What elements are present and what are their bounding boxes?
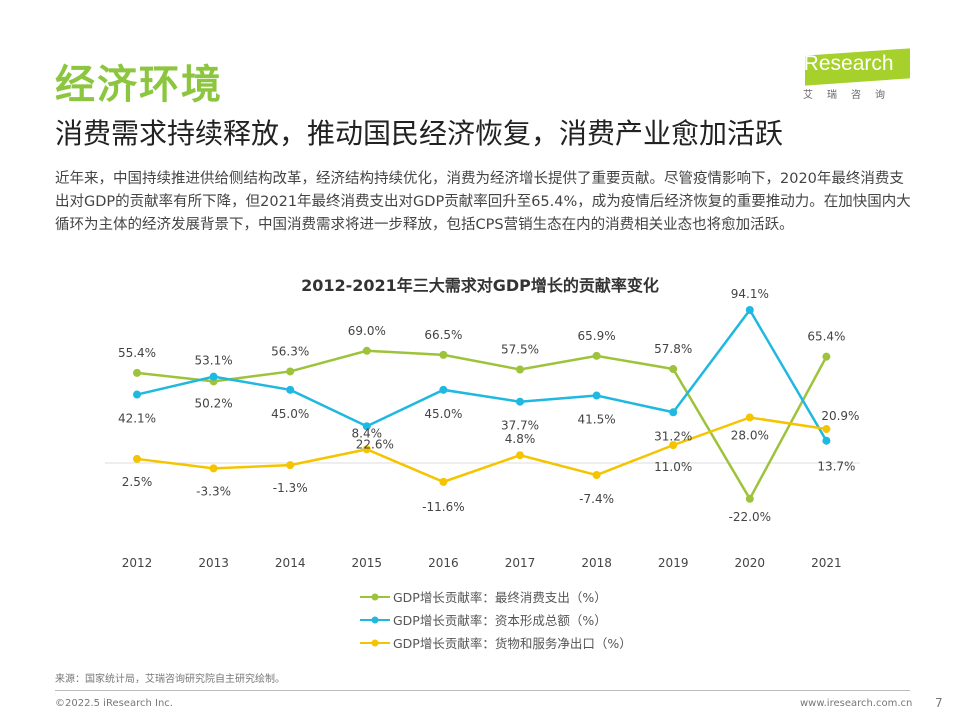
data-label: -3.3% bbox=[196, 484, 231, 498]
x-tick-label: 2018 bbox=[581, 556, 612, 570]
data-point bbox=[133, 390, 141, 399]
data-point bbox=[516, 365, 524, 374]
data-label: 65.9% bbox=[578, 329, 616, 343]
data-label: 53.1% bbox=[195, 354, 233, 368]
legend-marker-icon bbox=[360, 639, 390, 646]
data-label: 94.1% bbox=[731, 287, 769, 301]
data-point bbox=[362, 445, 371, 454]
data-point bbox=[209, 464, 218, 473]
data-label: 45.0% bbox=[424, 407, 462, 421]
data-label: 28.0% bbox=[731, 428, 769, 442]
x-tick-label: 2021 bbox=[811, 556, 842, 570]
x-tick-label: 2020 bbox=[735, 556, 766, 570]
body-text: 近年来，中国持续推进供给侧结构改革，经济结构持续优化，消费为经济增长提供了重要贡… bbox=[55, 171, 911, 233]
data-label: 41.5% bbox=[578, 413, 616, 427]
data-point bbox=[439, 385, 448, 394]
x-tick-label: 2014 bbox=[275, 556, 306, 570]
data-label: 65.4% bbox=[807, 330, 845, 344]
data-point bbox=[362, 346, 371, 355]
series-line-0 bbox=[136, 349, 828, 502]
legend-marker-icon bbox=[360, 616, 390, 623]
legend-label: GDP增长贡献率：货物和服务净出口（%） bbox=[393, 636, 632, 651]
data-point bbox=[669, 408, 678, 417]
data-label: 42.1% bbox=[118, 412, 156, 426]
data-point bbox=[286, 461, 295, 470]
source-note: 来源：国家统计局，艾瑞咨询研究院自主研究绘制。 bbox=[55, 674, 285, 685]
page-number: 7 bbox=[935, 696, 943, 710]
data-point bbox=[439, 350, 448, 359]
data-label: 4.8% bbox=[505, 432, 536, 446]
data-label: 11.0% bbox=[654, 460, 692, 474]
data-label: -7.4% bbox=[579, 492, 614, 506]
data-label: 20.9% bbox=[821, 409, 859, 423]
divider bbox=[55, 690, 910, 691]
data-point bbox=[669, 365, 678, 374]
data-point bbox=[822, 425, 831, 434]
legend-marker-icon bbox=[360, 593, 390, 600]
data-label: 66.5% bbox=[424, 328, 462, 342]
data-label: 2.5% bbox=[122, 475, 153, 489]
data-point bbox=[745, 305, 754, 314]
data-point bbox=[286, 367, 295, 376]
x-tick-label: 2017 bbox=[505, 556, 536, 570]
data-label: 55.4% bbox=[118, 346, 156, 360]
data-point bbox=[362, 422, 371, 431]
data-point bbox=[439, 477, 448, 486]
data-label: 45.0% bbox=[271, 407, 309, 421]
data-point bbox=[286, 385, 295, 394]
chart-title: 2012-2021年三大需求对GDP增长的贡献率变化 bbox=[301, 276, 659, 295]
data-label: -1.3% bbox=[273, 481, 308, 495]
data-label: 50.2% bbox=[195, 396, 233, 410]
data-point bbox=[516, 397, 524, 406]
data-label: 8.4% bbox=[352, 426, 383, 440]
iresearch-logo: iResearch 艾瑞咨询 bbox=[795, 48, 920, 101]
data-point bbox=[669, 441, 678, 450]
data-label: 13.7% bbox=[817, 460, 855, 474]
data-label: 22.6% bbox=[356, 437, 394, 451]
x-tick-label: 2015 bbox=[352, 556, 383, 570]
data-label: 57.8% bbox=[654, 342, 692, 356]
series-line-1 bbox=[136, 307, 828, 442]
copyright: ©2022.5 iResearch Inc. bbox=[55, 698, 173, 709]
page-title: 经济环境 bbox=[55, 62, 223, 108]
data-label: 57.5% bbox=[501, 343, 539, 357]
x-tick-label: 2019 bbox=[658, 556, 689, 570]
data-point bbox=[592, 391, 601, 400]
series-line-2 bbox=[136, 416, 827, 484]
legend-item: GDP增长贡献率：最终消费支出（%） bbox=[360, 585, 632, 608]
data-point bbox=[133, 454, 141, 463]
page-subtitle: 消费需求持续释放，推动国民经济恢复，消费产业愈加活跃 bbox=[55, 117, 784, 150]
data-point bbox=[822, 436, 831, 445]
legend-item: GDP增长贡献率：货物和服务净出口（%） bbox=[360, 631, 632, 654]
data-label: -22.0% bbox=[729, 510, 771, 524]
data-label: 37.7% bbox=[501, 419, 539, 433]
legend-item: GDP增长贡献率：资本形成总额（%） bbox=[360, 608, 632, 631]
data-point bbox=[745, 494, 754, 503]
data-point bbox=[745, 413, 754, 422]
data-label: 56.3% bbox=[271, 344, 309, 358]
legend-label: GDP增长贡献率：最终消费支出（%） bbox=[393, 590, 607, 605]
data-point bbox=[592, 351, 601, 360]
data-point bbox=[133, 368, 141, 377]
data-point bbox=[516, 451, 524, 460]
data-point bbox=[822, 352, 831, 361]
x-tick-label: 2013 bbox=[198, 556, 229, 570]
x-tick-label: 2012 bbox=[122, 556, 153, 570]
x-tick-label: 2016 bbox=[428, 556, 459, 570]
legend-label: GDP增长贡献率：资本形成总额（%） bbox=[393, 613, 607, 628]
data-label: -11.6% bbox=[422, 500, 464, 514]
data-point bbox=[592, 471, 601, 480]
data-label: 31.2% bbox=[654, 429, 692, 443]
chart-legend: GDP增长贡献率：最终消费支出（%） GDP增长贡献率：资本形成总额（%） GDP增… bbox=[360, 585, 632, 654]
data-point bbox=[209, 372, 218, 381]
website: www.iresearch.com.cn bbox=[800, 698, 913, 709]
data-label: 69.0% bbox=[348, 324, 386, 338]
